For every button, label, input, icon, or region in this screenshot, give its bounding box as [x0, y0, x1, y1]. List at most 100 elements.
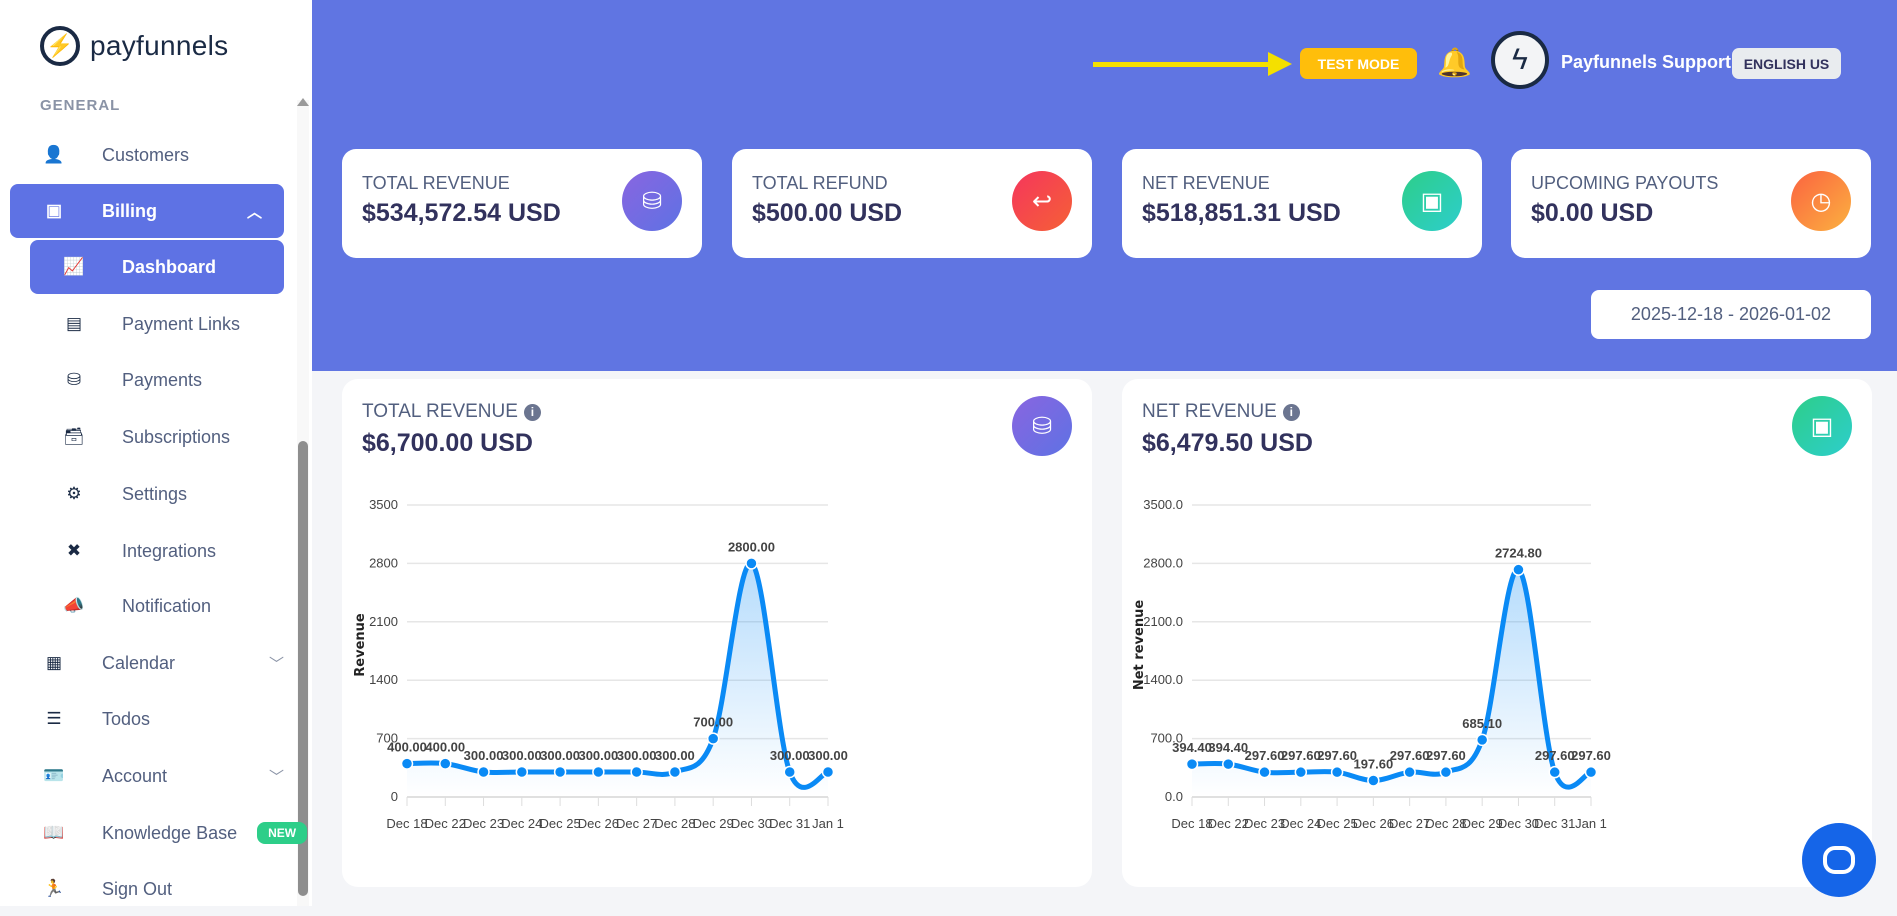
- money-icon: ▣: [45, 201, 63, 220]
- y-tick-label: 3500.0: [1143, 497, 1183, 512]
- data-label: 297.60: [1317, 748, 1357, 763]
- sidebar-item-dashboard[interactable]: 📈 Dashboard: [30, 240, 284, 294]
- date-range-picker[interactable]: 2025-12-18 - 2026-01-02: [1591, 290, 1871, 339]
- bell-icon[interactable]: 🔔: [1437, 47, 1472, 78]
- money-icon: ▣: [1402, 171, 1462, 231]
- data-label: 297.60: [1281, 748, 1321, 763]
- sidebar-item-label: Knowledge Base: [102, 822, 238, 843]
- new-badge: NEW: [257, 822, 308, 844]
- y-tick-label: 3500: [369, 497, 398, 512]
- area-fill: [407, 563, 828, 797]
- info-icon[interactable]: i: [523, 403, 541, 421]
- sidebar-item-calendar[interactable]: ▦ Calendar ﹀: [40, 636, 284, 690]
- data-label: 300.00: [464, 748, 504, 763]
- running-icon: 🏃: [43, 879, 65, 898]
- x-tick-label: Dec 18: [386, 816, 427, 831]
- link-card-icon: ▤: [65, 314, 83, 333]
- data-point: [745, 557, 758, 570]
- x-tick-label: Dec 24: [1280, 816, 1321, 831]
- sidebar-item-integrations[interactable]: ✖ Integrations: [60, 524, 216, 578]
- data-point: [592, 765, 605, 779]
- stat-card-total-revenue: TOTAL REVENUE $534,572.54 USD ⛁: [342, 149, 702, 258]
- data-label: 2800.00: [728, 539, 775, 554]
- sidebar-item-todos[interactable]: ☰ Todos: [40, 692, 150, 746]
- sidebar-item-label: Sign Out: [102, 878, 173, 899]
- info-icon[interactable]: i: [1282, 403, 1300, 421]
- data-point: [1584, 765, 1598, 779]
- total-revenue-chart-card: TOTAL REVENUE i $6,700.00 USD ⛁ 0 700 1400 2…: [342, 379, 1092, 887]
- data-label: 297.60: [1535, 748, 1575, 763]
- scroll-up-icon[interactable]: [297, 98, 309, 106]
- data-point: [1367, 774, 1380, 787]
- sidebar-item-label: Calendar: [102, 652, 176, 673]
- undo-icon: ↩: [1012, 171, 1072, 231]
- data-label: 300.00: [770, 748, 810, 763]
- stat-value: $534,572.54 USD: [362, 199, 561, 227]
- test-mode-button[interactable]: TEST MODE: [1300, 48, 1417, 79]
- language-button[interactable]: ENGLISH US: [1732, 48, 1841, 79]
- y-tick-label: 1400: [369, 672, 398, 687]
- sidebar-item-knowledge-base[interactable]: 📖 Knowledge Base NEW: [40, 806, 308, 860]
- y-tick-label: 2800.0: [1143, 555, 1183, 570]
- logo[interactable]: ⚡ payfunnels: [40, 26, 228, 66]
- chevron-down-icon: ﹀: [268, 655, 284, 673]
- x-tick-label: Dec 25: [1316, 816, 1357, 831]
- x-tick-label: Dec 23: [463, 816, 504, 831]
- data-point: [1222, 757, 1235, 771]
- line-chart: 0.0 700.0 1400.0 2100.0 2800.0 3500.0 Net reve…: [1132, 497, 1611, 831]
- clock-icon: ◷: [1791, 171, 1851, 231]
- avatar[interactable]: ϟ: [1491, 31, 1549, 89]
- data-label: 300.00: [540, 748, 580, 763]
- user-name[interactable]: Payfunnels Support: [1561, 52, 1732, 72]
- data-label: 394.40: [1208, 740, 1248, 755]
- sidebar-item-sign-out[interactable]: 🏃 Sign Out: [40, 862, 172, 916]
- tools-icon: ✖: [66, 541, 82, 560]
- sidebar-item-label: Dashboard: [122, 256, 217, 277]
- card-title-text: TOTAL REVENUE: [362, 401, 518, 422]
- x-tick-label: Dec 29: [693, 816, 734, 831]
- y-tick-label: 2800: [369, 555, 398, 570]
- sidebar-item-payments[interactable]: ⛁ Payments: [60, 353, 202, 407]
- x-tick-label: Dec 18: [1171, 816, 1212, 831]
- data-point: [630, 765, 643, 779]
- data-point: [400, 757, 414, 770]
- data-label: 300.00: [808, 748, 848, 763]
- data-point: [477, 765, 490, 779]
- sidebar-item-notification[interactable]: 📣 Notification: [60, 579, 211, 633]
- sidebar-item-label: Todos: [102, 708, 151, 729]
- book-icon: 📖: [43, 823, 65, 842]
- sidebar-item-settings[interactable]: ⚙ Settings: [60, 467, 187, 521]
- stat-label: TOTAL REFUND: [752, 173, 888, 193]
- megaphone-icon: 📣: [63, 596, 85, 615]
- sidebar-item-label: Billing: [102, 200, 157, 221]
- stat-label: NET REVENUE: [1142, 173, 1270, 193]
- x-tick-label: Dec 23: [1244, 816, 1285, 831]
- chat-button[interactable]: [1802, 823, 1876, 897]
- sidebar-item-subscriptions[interactable]: 🗃 Subscriptions: [60, 410, 230, 464]
- stat-value: $0.00 USD: [1531, 199, 1654, 227]
- data-point: [1439, 765, 1453, 779]
- sidebar-item-billing[interactable]: ▣ Billing ︿: [10, 184, 284, 238]
- list-icon: ☰: [46, 709, 62, 728]
- chat-icon: [1823, 846, 1855, 874]
- bolt-icon: ⚡: [40, 26, 80, 66]
- x-tick-label: Dec 30: [731, 816, 772, 831]
- user-icon: 👤: [43, 145, 65, 164]
- y-tick-label: 2100.0: [1143, 614, 1183, 629]
- y-axis-label: Net revenue: [1132, 600, 1147, 690]
- scrollbar-thumb[interactable]: [298, 441, 308, 896]
- sidebar-item-account[interactable]: 🪪 Account ﹀: [40, 749, 284, 803]
- chevron-down-icon: ﹀: [268, 768, 284, 786]
- sidebar: ⚡ payfunnels GENERAL 👤 Customers ▣ Billing…: [0, 0, 312, 906]
- card-value: $6,479.50 USD: [1142, 429, 1313, 457]
- x-tick-label: Dec 25: [539, 816, 580, 831]
- sidebar-item-payment-links[interactable]: ▤ Payment Links: [60, 297, 240, 351]
- sidebar-item-customers[interactable]: 👤 Customers: [40, 128, 284, 182]
- card-title-text: NET REVENUE: [1142, 401, 1277, 422]
- y-tick-label: 2100: [369, 614, 398, 629]
- payments-icon: ⛁: [66, 370, 82, 389]
- card-title: TOTAL REVENUE i: [362, 401, 541, 423]
- money-icon: ▣: [1792, 396, 1852, 456]
- arrow-head-icon: [1268, 52, 1292, 76]
- y-tick-label: 0: [391, 789, 398, 804]
